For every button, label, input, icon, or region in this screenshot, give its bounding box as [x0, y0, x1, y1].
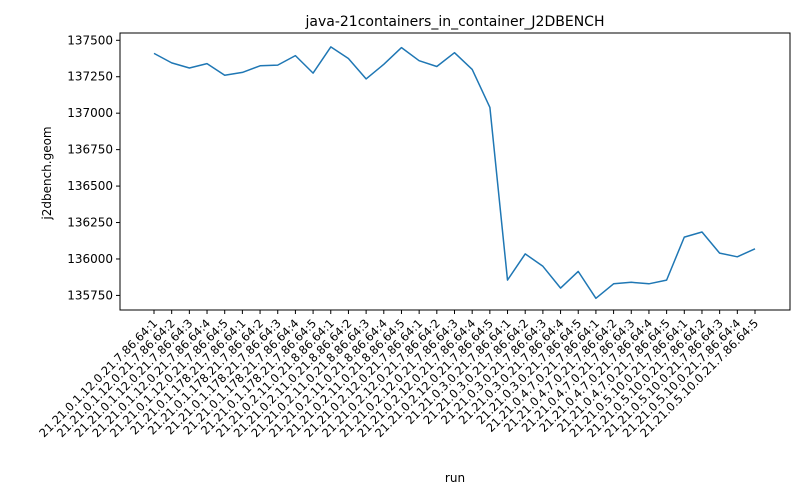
- y-tick-label: 136750: [67, 143, 113, 157]
- x-axis-ticks: 21.21.0.1.12.0.21.7.86.64:121.21.0.1.12.…: [36, 310, 761, 440]
- y-axis-ticks: 135750 136000 136250 136500 136750 137000 1372…: [67, 33, 120, 302]
- y-tick-label: 136500: [67, 179, 113, 193]
- y-tick-label: 137000: [67, 106, 113, 120]
- y-tick-label: 136250: [67, 216, 113, 230]
- chart-title: java-21containers_in_container_J2DBENCH: [305, 14, 605, 30]
- y-tick-label: 136000: [67, 252, 113, 266]
- y-axis-label: j2dbench.geom: [40, 126, 54, 220]
- x-axis-label: run: [445, 471, 465, 485]
- series-line: [153, 46, 756, 300]
- plot-frame: [119, 32, 791, 311]
- y-tick-label: 137250: [67, 70, 113, 84]
- y-tick-label: 137500: [67, 33, 113, 47]
- y-tick-label: 135750: [67, 288, 113, 302]
